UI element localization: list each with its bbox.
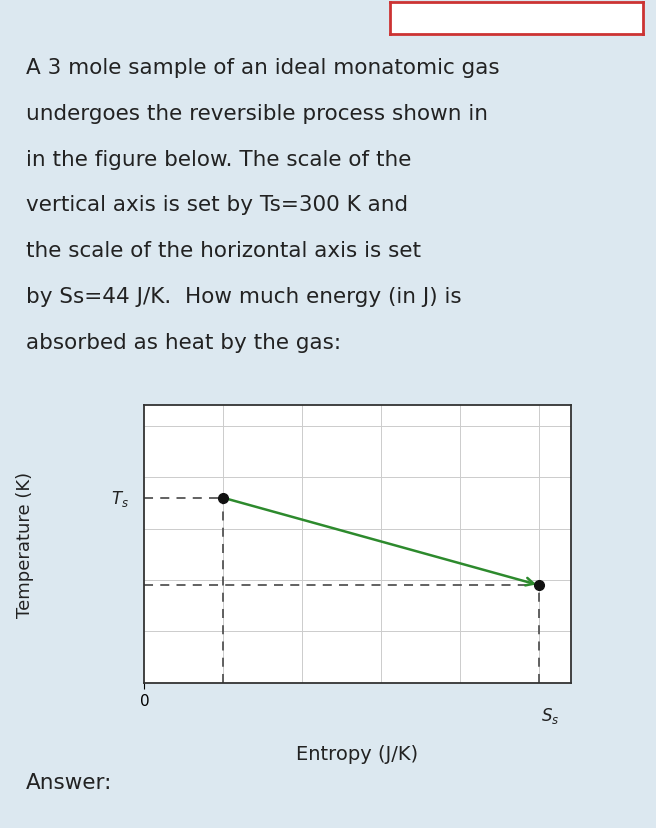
Text: $S_s$: $S_s$ [541,705,560,724]
Text: Entropy (J/K): Entropy (J/K) [297,744,419,763]
Text: the scale of the horizontal axis is set: the scale of the horizontal axis is set [26,241,421,261]
Text: in the figure below. The scale of the: in the figure below. The scale of the [26,149,411,170]
Text: by Ss=44 J/K.  How much energy (in J) is: by Ss=44 J/K. How much energy (in J) is [26,286,462,306]
Text: Answer:: Answer: [26,772,113,792]
Text: vertical axis is set by Ts=300 K and: vertical axis is set by Ts=300 K and [26,195,409,215]
Text: $T_s$: $T_s$ [111,489,129,508]
Text: absorbed as heat by the gas:: absorbed as heat by the gas: [26,332,341,352]
Text: A 3 mole sample of an ideal monatomic gas: A 3 mole sample of an ideal monatomic ga… [26,58,500,78]
Text: Temperature (K): Temperature (K) [16,471,34,618]
Text: undergoes the reversible process shown in: undergoes the reversible process shown i… [26,104,488,123]
